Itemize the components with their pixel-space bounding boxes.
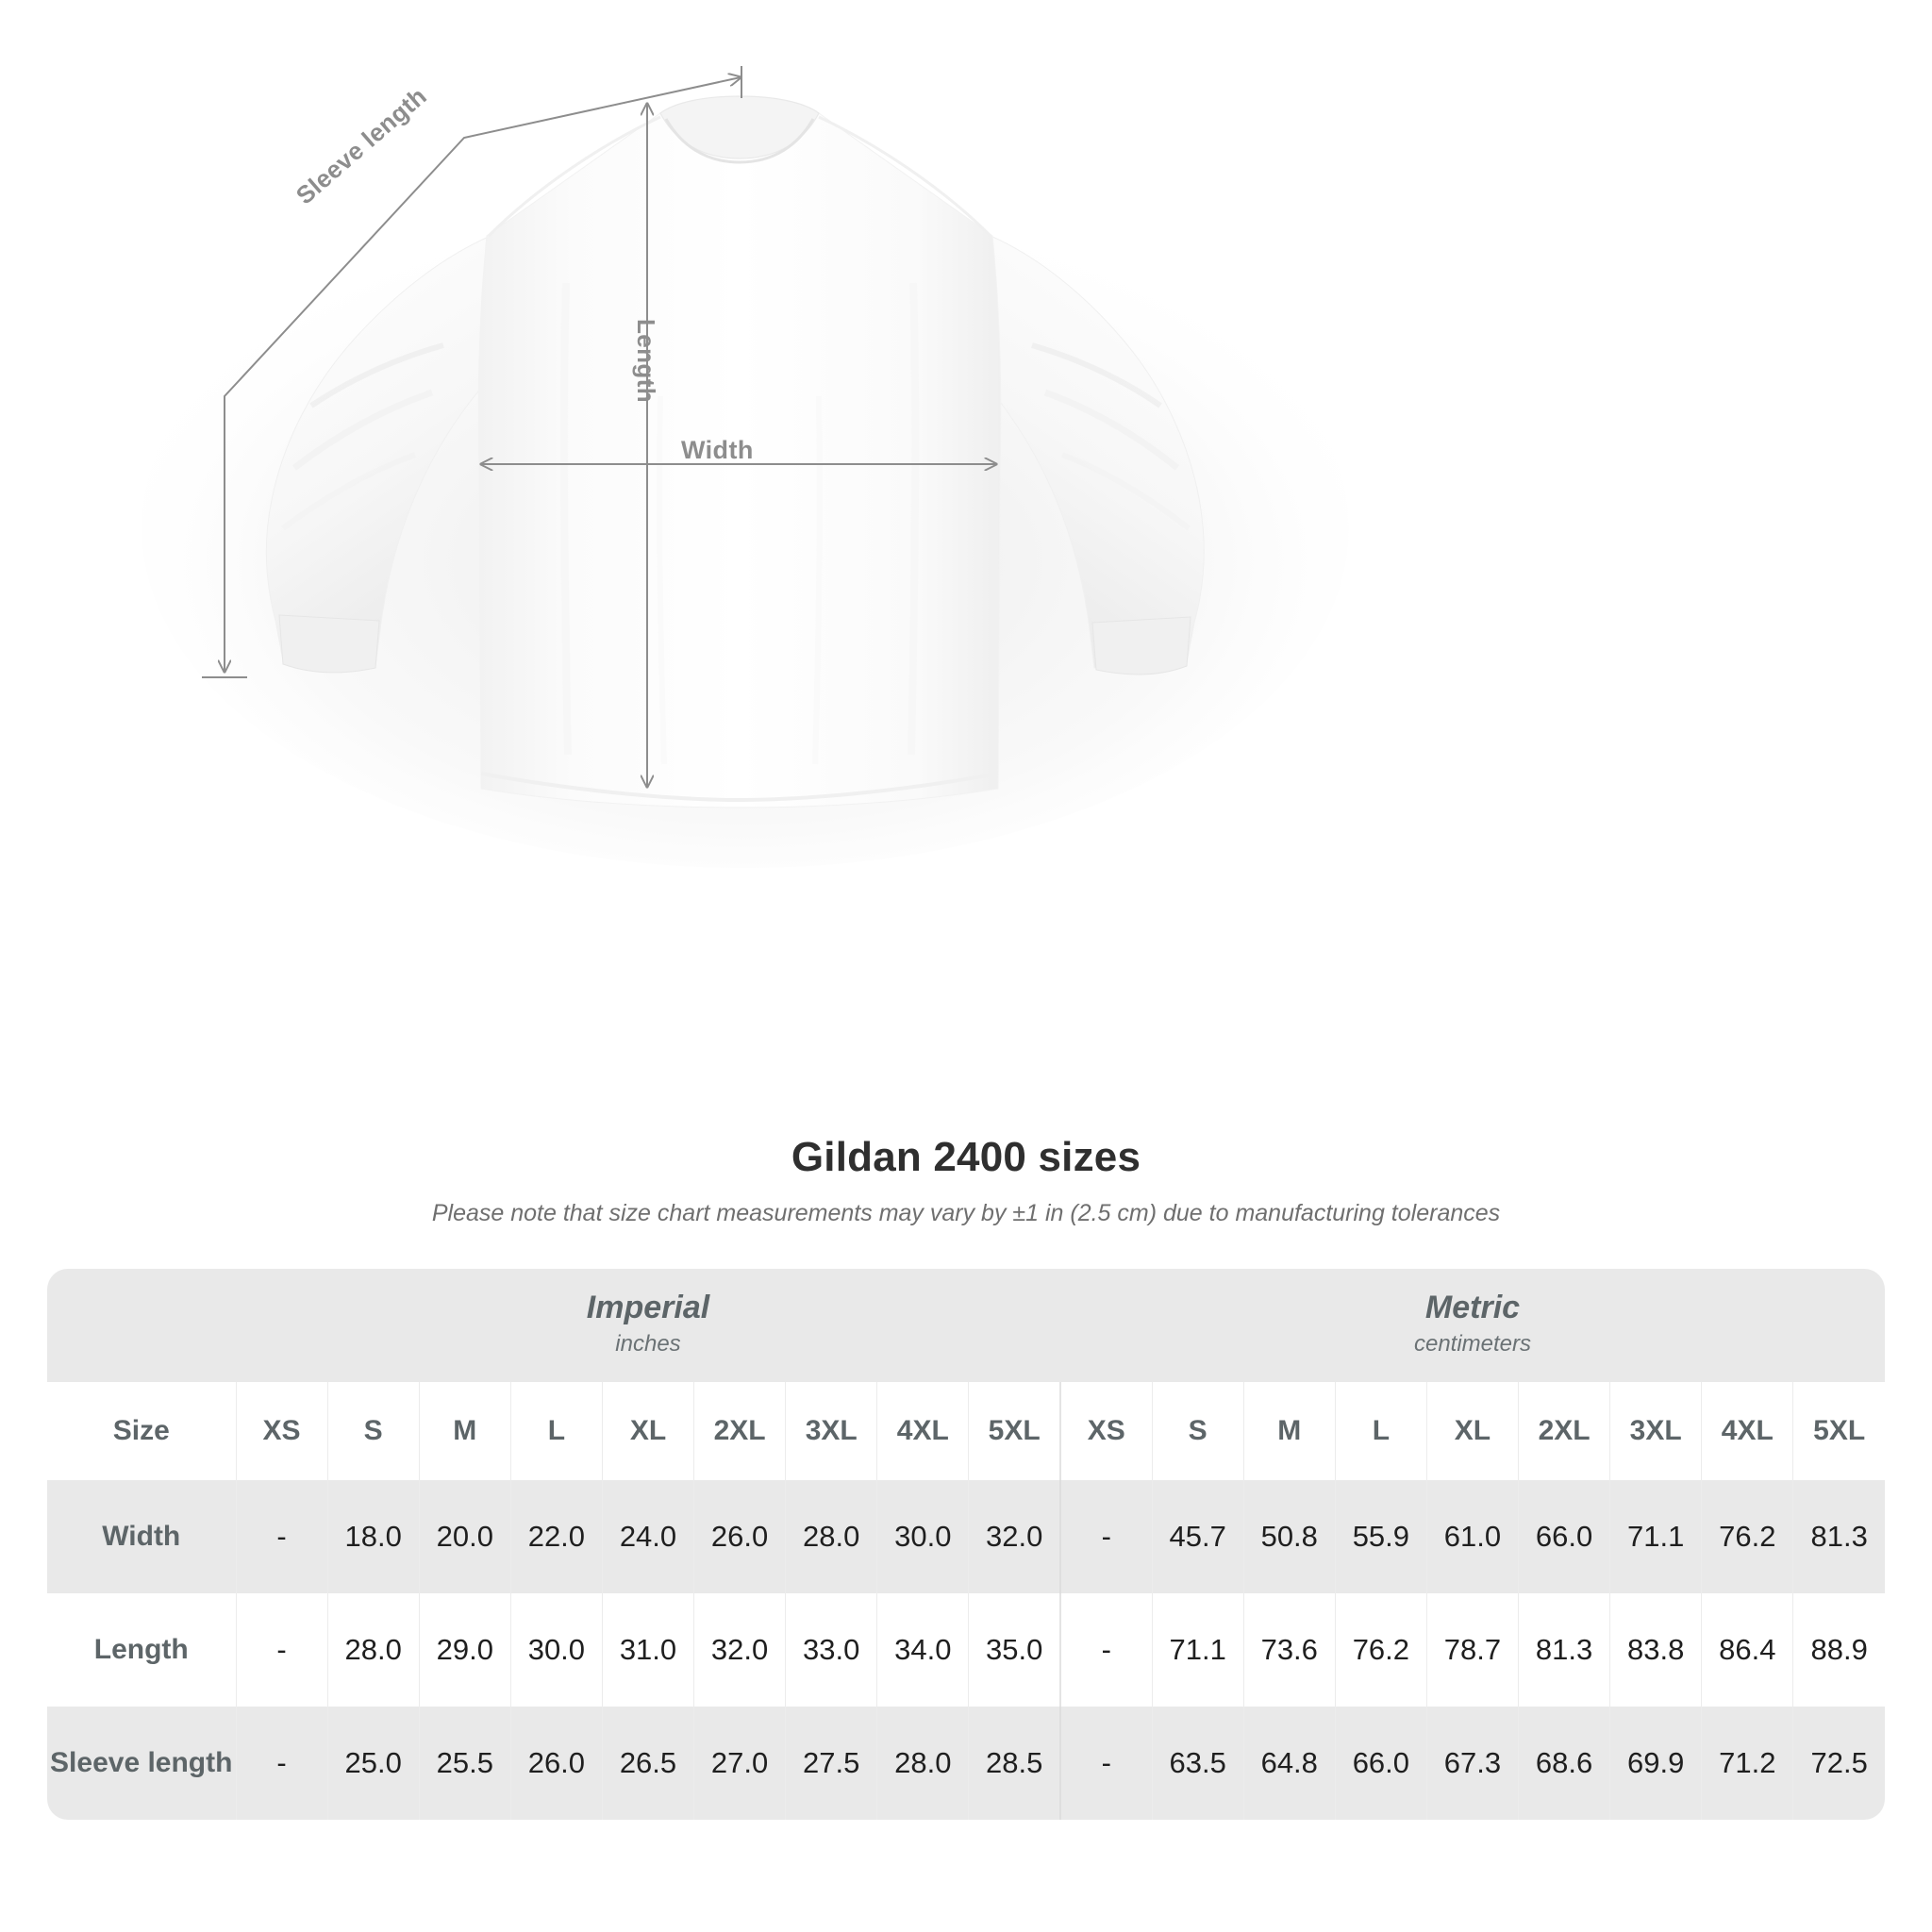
sleeve-length-dimension bbox=[202, 66, 741, 678]
cell-width-imp-m: 20.0 bbox=[418, 1480, 511, 1593]
table-row: Width - 18.0 20.0 22.0 24.0 26.0 28.0 30… bbox=[47, 1480, 1885, 1593]
unit-group-spacer bbox=[47, 1269, 236, 1382]
length-label: Length bbox=[632, 319, 660, 404]
col-header-imp-xs: XS bbox=[235, 1382, 328, 1480]
col-header-imp-2xl: 2XL bbox=[693, 1382, 786, 1480]
cell-sleeve-met-2xl: 68.6 bbox=[1518, 1707, 1610, 1820]
cell-sleeve-imp-3xl: 27.5 bbox=[785, 1707, 877, 1820]
metric-name: Metric bbox=[1424, 1290, 1521, 1326]
cell-length-imp-l: 30.0 bbox=[509, 1593, 603, 1707]
col-header-met-s: S bbox=[1151, 1382, 1244, 1480]
size-table-wrapper: Imperial inches Metric centimeters Size … bbox=[47, 1269, 1885, 1820]
cell-length-met-xs: - bbox=[1058, 1593, 1153, 1707]
col-header-met-4xl: 4XL bbox=[1701, 1382, 1793, 1480]
col-header-met-xs: XS bbox=[1058, 1382, 1153, 1480]
cell-width-imp-5xl: 32.0 bbox=[968, 1480, 1060, 1593]
size-header-label: Size bbox=[47, 1382, 236, 1480]
col-header-met-m: M bbox=[1242, 1382, 1336, 1480]
cell-length-met-4xl: 86.4 bbox=[1701, 1593, 1793, 1707]
col-header-met-xl: XL bbox=[1425, 1382, 1519, 1480]
cell-sleeve-imp-s: 25.0 bbox=[326, 1707, 420, 1820]
col-header-met-l: L bbox=[1334, 1382, 1427, 1480]
cell-width-met-3xl: 71.1 bbox=[1609, 1480, 1702, 1593]
cell-width-imp-xs: - bbox=[235, 1480, 328, 1593]
cell-length-met-m: 73.6 bbox=[1242, 1593, 1336, 1707]
col-header-imp-s: S bbox=[326, 1382, 420, 1480]
cell-width-imp-4xl: 30.0 bbox=[876, 1480, 969, 1593]
col-header-imp-l: L bbox=[509, 1382, 603, 1480]
unit-group-row: Imperial inches Metric centimeters bbox=[47, 1269, 1885, 1382]
cell-length-met-xl: 78.7 bbox=[1425, 1593, 1519, 1707]
cell-sleeve-imp-2xl: 27.0 bbox=[693, 1707, 786, 1820]
cell-sleeve-met-3xl: 69.9 bbox=[1609, 1707, 1702, 1820]
imperial-name: Imperial bbox=[586, 1290, 710, 1326]
cell-length-imp-4xl: 34.0 bbox=[876, 1593, 969, 1707]
cell-length-imp-m: 29.0 bbox=[418, 1593, 511, 1707]
cell-sleeve-met-5xl: 72.5 bbox=[1792, 1707, 1885, 1820]
cell-width-met-4xl: 76.2 bbox=[1701, 1480, 1793, 1593]
cell-length-met-2xl: 81.3 bbox=[1518, 1593, 1610, 1707]
row-label-length: Length bbox=[47, 1593, 236, 1707]
cell-width-imp-s: 18.0 bbox=[326, 1480, 420, 1593]
cell-sleeve-met-4xl: 71.2 bbox=[1701, 1707, 1793, 1820]
col-header-met-2xl: 2XL bbox=[1518, 1382, 1610, 1480]
cell-length-imp-xl: 31.0 bbox=[601, 1593, 694, 1707]
cell-sleeve-imp-m: 25.5 bbox=[418, 1707, 511, 1820]
size-table: Imperial inches Metric centimeters Size … bbox=[47, 1269, 1885, 1820]
page-title: Gildan 2400 sizes bbox=[791, 1134, 1141, 1180]
cell-length-met-5xl: 88.9 bbox=[1792, 1593, 1885, 1707]
table-row: Length - 28.0 29.0 30.0 31.0 32.0 33.0 3… bbox=[47, 1593, 1885, 1707]
col-header-imp-3xl: 3XL bbox=[785, 1382, 877, 1480]
cell-length-met-s: 71.1 bbox=[1151, 1593, 1244, 1707]
cell-width-imp-2xl: 26.0 bbox=[693, 1480, 786, 1593]
unit-group-metric: Metric centimeters bbox=[1059, 1269, 1885, 1382]
page-subtitle: Please note that size chart measurements… bbox=[431, 1200, 1501, 1226]
cell-length-imp-5xl: 35.0 bbox=[968, 1593, 1060, 1707]
metric-unit: centimeters bbox=[1413, 1330, 1532, 1357]
cell-sleeve-imp-5xl: 28.5 bbox=[968, 1707, 1060, 1820]
imperial-unit: inches bbox=[615, 1330, 681, 1357]
col-header-imp-m: M bbox=[418, 1382, 511, 1480]
cell-width-imp-3xl: 28.0 bbox=[785, 1480, 877, 1593]
garment-illustration bbox=[142, 66, 1349, 868]
cell-width-met-2xl: 66.0 bbox=[1518, 1480, 1610, 1593]
row-label-width: Width bbox=[47, 1480, 236, 1593]
cell-width-imp-l: 22.0 bbox=[509, 1480, 603, 1593]
size-header-row: Size XS S M L XL 2XL 3XL 4XL 5XL XS S M … bbox=[47, 1382, 1885, 1480]
cell-length-imp-s: 28.0 bbox=[326, 1593, 420, 1707]
width-label: Width bbox=[681, 436, 754, 464]
cell-sleeve-imp-l: 26.0 bbox=[509, 1707, 603, 1820]
cell-width-met-5xl: 81.3 bbox=[1792, 1480, 1885, 1593]
cell-sleeve-met-l: 66.0 bbox=[1334, 1707, 1427, 1820]
cell-length-imp-3xl: 33.0 bbox=[785, 1593, 877, 1707]
cell-width-met-l: 55.9 bbox=[1334, 1480, 1427, 1593]
cell-width-imp-xl: 24.0 bbox=[601, 1480, 694, 1593]
row-label-sleeve-length: Sleeve length bbox=[47, 1707, 236, 1820]
cell-sleeve-met-s: 63.5 bbox=[1151, 1707, 1244, 1820]
cell-sleeve-met-xl: 67.3 bbox=[1425, 1707, 1519, 1820]
cell-sleeve-met-m: 64.8 bbox=[1242, 1707, 1336, 1820]
cell-sleeve-met-xs: - bbox=[1058, 1707, 1153, 1820]
cell-width-met-xs: - bbox=[1058, 1480, 1153, 1593]
cell-sleeve-imp-4xl: 28.0 bbox=[876, 1707, 969, 1820]
cell-width-met-s: 45.7 bbox=[1151, 1480, 1244, 1593]
garment-diagram: Sleeve length Length Width bbox=[142, 66, 1349, 868]
cell-length-imp-xs: - bbox=[235, 1593, 328, 1707]
cell-sleeve-imp-xl: 26.5 bbox=[601, 1707, 694, 1820]
table-row: Sleeve length - 25.0 25.5 26.0 26.5 27.0… bbox=[47, 1707, 1885, 1820]
cell-sleeve-imp-xs: - bbox=[235, 1707, 328, 1820]
col-header-imp-xl: XL bbox=[601, 1382, 694, 1480]
col-header-met-5xl: 5XL bbox=[1792, 1382, 1885, 1480]
cell-width-met-xl: 61.0 bbox=[1425, 1480, 1519, 1593]
cell-width-met-m: 50.8 bbox=[1242, 1480, 1336, 1593]
col-header-met-3xl: 3XL bbox=[1609, 1382, 1702, 1480]
cell-length-met-3xl: 83.8 bbox=[1609, 1593, 1702, 1707]
col-header-imp-5xl: 5XL bbox=[968, 1382, 1060, 1480]
unit-group-imperial: Imperial inches bbox=[236, 1269, 1060, 1382]
cell-length-met-l: 76.2 bbox=[1334, 1593, 1427, 1707]
col-header-imp-4xl: 4XL bbox=[876, 1382, 969, 1480]
cell-length-imp-2xl: 32.0 bbox=[693, 1593, 786, 1707]
